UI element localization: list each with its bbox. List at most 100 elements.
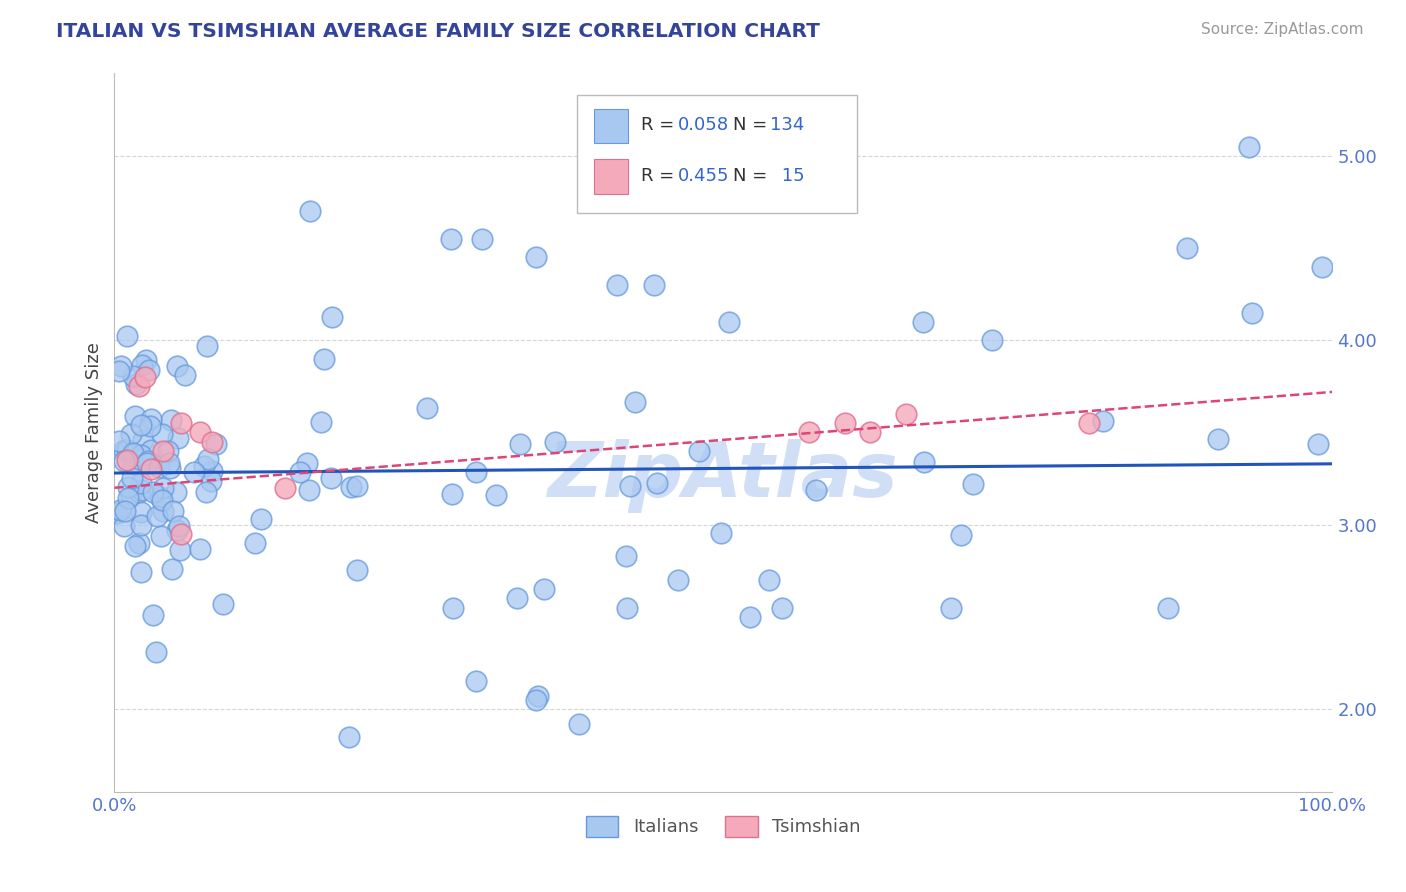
Text: R =: R =: [641, 167, 679, 185]
Point: [135, 353, 157, 368]
Point: [340, 479, 363, 493]
Point: [129, 504, 152, 518]
Point: [195, 339, 218, 353]
Point: [150, 493, 173, 508]
Point: [1206, 432, 1229, 446]
Point: [139, 419, 162, 434]
Point: [108, 434, 131, 448]
Point: [346, 563, 368, 577]
Point: [128, 484, 150, 499]
Point: [149, 528, 172, 542]
Point: [157, 456, 180, 470]
Point: [299, 204, 322, 219]
Point: [115, 442, 138, 457]
Point: [159, 413, 181, 427]
Point: [121, 446, 143, 460]
Point: [416, 401, 439, 415]
Point: [858, 425, 880, 440]
Point: [149, 491, 172, 505]
Point: [128, 535, 150, 549]
Point: [544, 435, 567, 450]
Point: [152, 481, 174, 495]
Point: [506, 591, 529, 606]
Point: [115, 328, 138, 343]
Text: 0.058: 0.058: [678, 117, 730, 135]
Point: [162, 504, 184, 518]
Point: [568, 716, 591, 731]
Point: [188, 542, 211, 557]
Point: [718, 315, 741, 329]
Point: [188, 425, 211, 440]
Point: [524, 693, 547, 707]
Point: [1157, 600, 1180, 615]
Point: [135, 457, 157, 471]
Point: [485, 488, 508, 502]
Point: [205, 437, 228, 451]
Point: [939, 600, 962, 615]
Point: [288, 465, 311, 479]
Text: 15: 15: [776, 167, 804, 185]
Point: [606, 277, 628, 292]
Text: ZipAtlas: ZipAtlas: [548, 439, 898, 513]
Point: [443, 600, 465, 615]
Point: [107, 364, 129, 378]
Point: [124, 540, 146, 554]
Point: [134, 370, 156, 384]
Point: [125, 377, 148, 392]
Legend: Italians, Tsimshian: Italians, Tsimshian: [579, 809, 868, 844]
Point: [110, 359, 132, 374]
Point: [797, 425, 820, 440]
Point: [312, 351, 335, 366]
Point: [274, 481, 297, 495]
Point: [112, 443, 135, 458]
Text: 0.455: 0.455: [678, 167, 730, 185]
Point: [1240, 305, 1263, 319]
Point: [120, 426, 142, 441]
Point: [623, 395, 645, 409]
Point: [173, 368, 195, 382]
Point: [804, 483, 827, 497]
Point: [738, 610, 761, 624]
Point: [321, 471, 343, 485]
Point: [145, 645, 167, 659]
Point: [146, 508, 169, 523]
Point: [112, 453, 135, 467]
Point: [709, 525, 731, 540]
Point: [688, 444, 710, 458]
Point: [117, 479, 139, 493]
Point: [912, 455, 935, 469]
Point: [159, 460, 181, 475]
Point: [141, 443, 163, 458]
Point: [115, 453, 138, 467]
Point: [770, 600, 793, 615]
Point: [167, 431, 190, 445]
Point: [131, 483, 153, 497]
Point: [157, 444, 180, 458]
Point: [152, 444, 174, 458]
Text: N =: N =: [733, 117, 773, 135]
Point: [169, 542, 191, 557]
Point: [912, 315, 935, 329]
Point: [533, 582, 555, 597]
Point: [1308, 437, 1330, 451]
Point: [122, 457, 145, 471]
Text: Source: ZipAtlas.com: Source: ZipAtlas.com: [1201, 22, 1364, 37]
Point: [122, 369, 145, 384]
Text: N =: N =: [733, 167, 773, 185]
Point: [309, 415, 332, 429]
Point: [471, 232, 494, 246]
Point: [1237, 139, 1260, 153]
Point: [170, 527, 193, 541]
Point: [131, 448, 153, 462]
FancyBboxPatch shape: [595, 160, 628, 194]
Point: [1092, 414, 1115, 428]
Text: ITALIAN VS TSIMSHIAN AVERAGE FAMILY SIZE CORRELATION CHART: ITALIAN VS TSIMSHIAN AVERAGE FAMILY SIZE…: [56, 22, 820, 41]
Point: [440, 487, 463, 501]
Point: [643, 277, 665, 292]
Point: [619, 479, 641, 493]
Point: [193, 458, 215, 473]
Point: [129, 417, 152, 432]
Point: [142, 607, 165, 622]
Point: [131, 433, 153, 447]
Point: [117, 491, 139, 505]
